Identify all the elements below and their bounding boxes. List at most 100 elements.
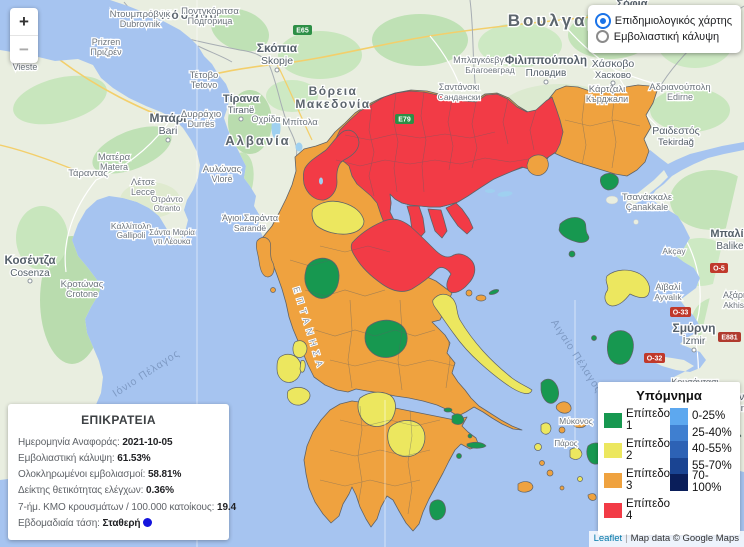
region-peloponnese-level3 xyxy=(303,400,480,532)
island-thasos xyxy=(526,154,549,176)
island-skopelos xyxy=(475,294,487,302)
svg-text:Μπαλίκ: Μπαλίκ xyxy=(710,228,744,240)
coverage2-swatch xyxy=(670,424,689,441)
coverage1-swatch xyxy=(670,408,689,425)
svg-text:Ματέρα: Ματέρα xyxy=(98,152,131,163)
coverage5-swatch xyxy=(670,474,689,491)
svg-text:Durrës: Durrës xyxy=(187,119,215,129)
territory-info-panel: ΕΠΙΚΡΑΤΕΙΑ Ημερομηνία Αναφοράς: 2021-10-… xyxy=(8,403,236,540)
layer-option-epidemiological[interactable]: Επιδημιολογικός χάρτης xyxy=(596,15,732,27)
badge-o5: O-5 xyxy=(710,263,728,273)
level1-swatch xyxy=(604,412,622,428)
region-arcadia1-level2 xyxy=(357,391,396,427)
region-thessaly-level4 xyxy=(350,218,476,293)
island-paros xyxy=(569,447,583,460)
island-spetses xyxy=(456,453,462,459)
svg-text:Οτράντο: Οτράντο xyxy=(151,194,183,204)
svg-text:Tiranë: Tiranë xyxy=(228,105,255,116)
level3-swatch xyxy=(604,472,622,488)
svg-text:Μπίτολα: Μπίτολα xyxy=(282,117,318,128)
svg-text:Μπλαγκόεβγκραντ: Μπλαγκόεβγκραντ xyxy=(453,55,527,65)
svg-text:Сандански: Сандански xyxy=(438,92,481,102)
label-north-macedonia-2: Μακεδονία xyxy=(295,97,370,111)
badge-o33: O-33 xyxy=(670,307,691,317)
svg-text:Пловдив: Пловдив xyxy=(526,68,567,79)
info-row-date: Ημερομηνία Αναφοράς: 2021-10-05 xyxy=(18,436,173,448)
label-tirana: Τίρανα xyxy=(223,93,259,105)
svg-text:Tekirdağ: Tekirdağ xyxy=(658,137,694,148)
svg-text:Κάρτζαλι: Κάρτζαλι xyxy=(589,84,626,95)
svg-text:Благоевград: Благоевград xyxy=(465,65,515,75)
region-sithonia-level4 xyxy=(427,208,448,239)
svg-text:O-5: O-5 xyxy=(713,266,725,273)
svg-text:Edirne: Edirne xyxy=(667,92,693,102)
svg-text:Τάραντας: Τάραντας xyxy=(68,168,108,179)
island-sifnos xyxy=(546,469,554,477)
svg-text:Çanakkale: Çanakkale xyxy=(626,202,669,212)
svg-text:Vieste: Vieste xyxy=(13,62,38,72)
legend-coverage-3: 40-55% xyxy=(670,441,734,458)
legend-levels: Επίπεδο 1 Επίπεδο 2 Επίπεδο 3 Επίπεδο 4 xyxy=(604,408,670,528)
zoom-control: + − xyxy=(10,8,38,63)
layer-option-vaccination[interactable]: Εμβολιαστική κάλυψη xyxy=(595,30,732,43)
svg-text:Balike: Balike xyxy=(716,241,744,252)
island-santorini xyxy=(587,493,597,501)
svg-text:Gallipoli: Gallipoli xyxy=(117,231,146,240)
radio-selected-icon[interactable] xyxy=(596,15,609,27)
zoom-out-button[interactable]: − xyxy=(10,35,38,63)
svg-text:ντι Λέουκα: ντι Λέουκα xyxy=(154,237,191,246)
island-tinos xyxy=(555,401,572,414)
island-corfu xyxy=(255,237,275,278)
island-syros xyxy=(558,426,566,434)
leaflet-link[interactable]: Leaflet xyxy=(593,533,623,544)
island-limnos xyxy=(558,217,590,243)
label-north-macedonia-1: Βόρεια xyxy=(309,84,358,98)
map-attribution: Leaflet | Map data © Google Maps xyxy=(588,531,744,547)
region-tzoumerka-level1 xyxy=(304,257,340,299)
svg-text:Vlorë: Vlorë xyxy=(211,174,232,184)
badge-e881: E881 xyxy=(718,332,741,342)
svg-text:Crotone: Crotone xyxy=(66,289,98,299)
svg-text:Ποντγκόριτσα: Ποντγκόριτσα xyxy=(181,6,239,17)
island-alonissos xyxy=(488,289,500,295)
greece-regions[interactable] xyxy=(262,84,658,532)
svg-text:Οχρίδα: Οχρίδα xyxy=(251,114,280,124)
svg-text:Cosenza: Cosenza xyxy=(10,268,50,279)
legend-coverage-1: 0-25% xyxy=(670,408,734,425)
legend-coverage-2: 25-40% xyxy=(670,424,734,441)
svg-text:O-33: O-33 xyxy=(673,310,689,317)
coverage4-swatch xyxy=(670,457,689,474)
svg-text:İzmir: İzmir xyxy=(683,334,706,347)
zoom-in-button[interactable]: + xyxy=(19,11,29,31)
label-haskovo: Χάσκοβο xyxy=(592,58,635,70)
legend-level-2: Επίπεδο 2 xyxy=(604,438,670,462)
svg-text:E65: E65 xyxy=(296,28,309,35)
svg-text:Prizren: Prizren xyxy=(92,37,121,47)
map-legend: Υπόμνημα Επίπεδο 1 Επίπεδο 2 Επίπεδο 3 Ε… xyxy=(598,382,740,535)
island-samothraki xyxy=(600,173,619,191)
legend-coverage: 0-25% 25-40% 40-55% 55-70% 70-100% xyxy=(670,408,734,528)
island-kythira xyxy=(429,499,446,521)
island-andros xyxy=(540,378,559,404)
legend-level-4: Επίπεδο 4 xyxy=(604,498,670,522)
island-aegina xyxy=(451,413,465,425)
layer-option-label: Εμβολιαστική κάλυψη xyxy=(613,30,720,43)
island-milos xyxy=(517,481,534,493)
svg-text:O-32: O-32 xyxy=(647,356,663,363)
island-folegandros xyxy=(559,485,565,491)
island-evia xyxy=(432,293,533,394)
svg-text:Καλλίπολη: Καλλίπολη xyxy=(111,221,151,231)
label-kosovo: Κόσοβο xyxy=(161,8,219,22)
svg-text:Αυλώνας: Αυλώνας xyxy=(203,164,242,175)
svg-text:Matera: Matera xyxy=(100,162,128,172)
radio-unselected-icon[interactable] xyxy=(595,30,609,43)
legend-coverage-4: 55-70% xyxy=(670,457,734,474)
island-kea xyxy=(540,422,552,435)
road-badges: E65 E79 O-5 O-33 O-32 E881 xyxy=(293,25,741,363)
region-kastoria-level4 xyxy=(302,129,360,201)
label-izmir: Σμύρνη xyxy=(673,321,716,335)
svg-text:E881: E881 xyxy=(721,335,737,342)
svg-text:Λέτσε: Λέτσε xyxy=(131,177,156,188)
